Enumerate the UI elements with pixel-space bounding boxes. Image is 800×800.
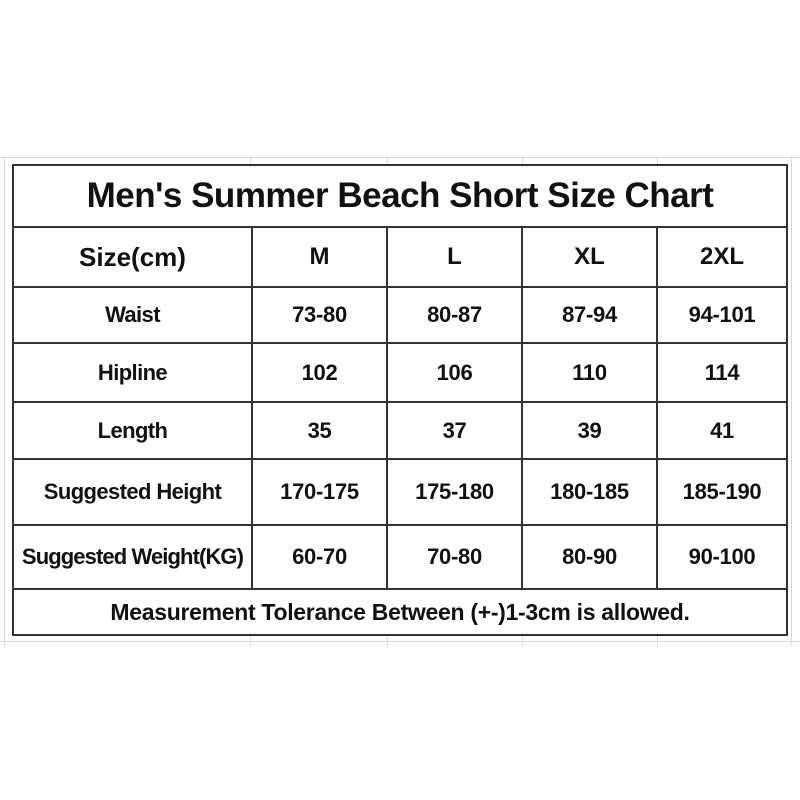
row-label-suggested-weight: Suggested Weight(KG) [12,524,253,590]
header-size-xl: XL [521,226,658,288]
faint-gridline-horizontal-top [0,157,800,158]
title-row: Men's Summer Beach Short Size Chart [12,164,788,228]
table-row-length: Length 35 37 39 41 [12,401,788,460]
cell-length-l: 37 [386,401,523,460]
tolerance-note: Measurement Tolerance Between (+-)1-3cm … [12,588,788,636]
table-row-suggested-height: Suggested Height 170-175 175-180 180-185… [12,458,788,526]
cell-waist-m: 73-80 [251,286,388,344]
cell-waist-xl: 87-94 [521,286,658,344]
cell-hipline-l: 106 [386,342,523,403]
table-row-hipline: Hipline 102 106 110 114 [12,342,788,403]
cell-weight-l: 70-80 [386,524,523,590]
cell-waist-2xl: 94-101 [656,286,788,344]
chart-title: Men's Summer Beach Short Size Chart [12,164,788,228]
table-row-suggested-weight: Suggested Weight(KG) 60-70 70-80 80-90 9… [12,524,788,590]
cell-weight-2xl: 90-100 [656,524,788,590]
header-size-2xl: 2XL [656,226,788,288]
cell-weight-m: 60-70 [251,524,388,590]
cell-height-m: 170-175 [251,458,388,526]
cell-length-m: 35 [251,401,388,460]
cell-length-2xl: 41 [656,401,788,460]
cell-hipline-xl: 110 [521,342,658,403]
cell-length-xl: 39 [521,401,658,460]
row-label-suggested-height: Suggested Height [12,458,253,526]
row-label-hipline: Hipline [12,342,253,403]
cell-waist-l: 80-87 [386,286,523,344]
size-chart-table: Men's Summer Beach Short Size Chart Size… [12,164,788,636]
row-label-waist: Waist [12,286,253,344]
faint-gridline-vertical-right [791,157,792,646]
footer-row: Measurement Tolerance Between (+-)1-3cm … [12,588,788,636]
header-row: Size(cm) M L XL 2XL [12,226,788,288]
faint-gridline-vertical-left [4,157,5,646]
header-size-unit-label: Size(cm) [12,226,253,288]
header-size-l: L [386,226,523,288]
cell-hipline-m: 102 [251,342,388,403]
cell-weight-xl: 80-90 [521,524,658,590]
cell-height-xl: 180-185 [521,458,658,526]
faint-gridline-horizontal-bottom [0,641,800,642]
table-row-waist: Waist 73-80 80-87 87-94 94-101 [12,286,788,344]
cell-height-l: 175-180 [386,458,523,526]
cell-height-2xl: 185-190 [656,458,788,526]
cell-hipline-2xl: 114 [656,342,788,403]
header-size-m: M [251,226,388,288]
row-label-length: Length [12,401,253,460]
